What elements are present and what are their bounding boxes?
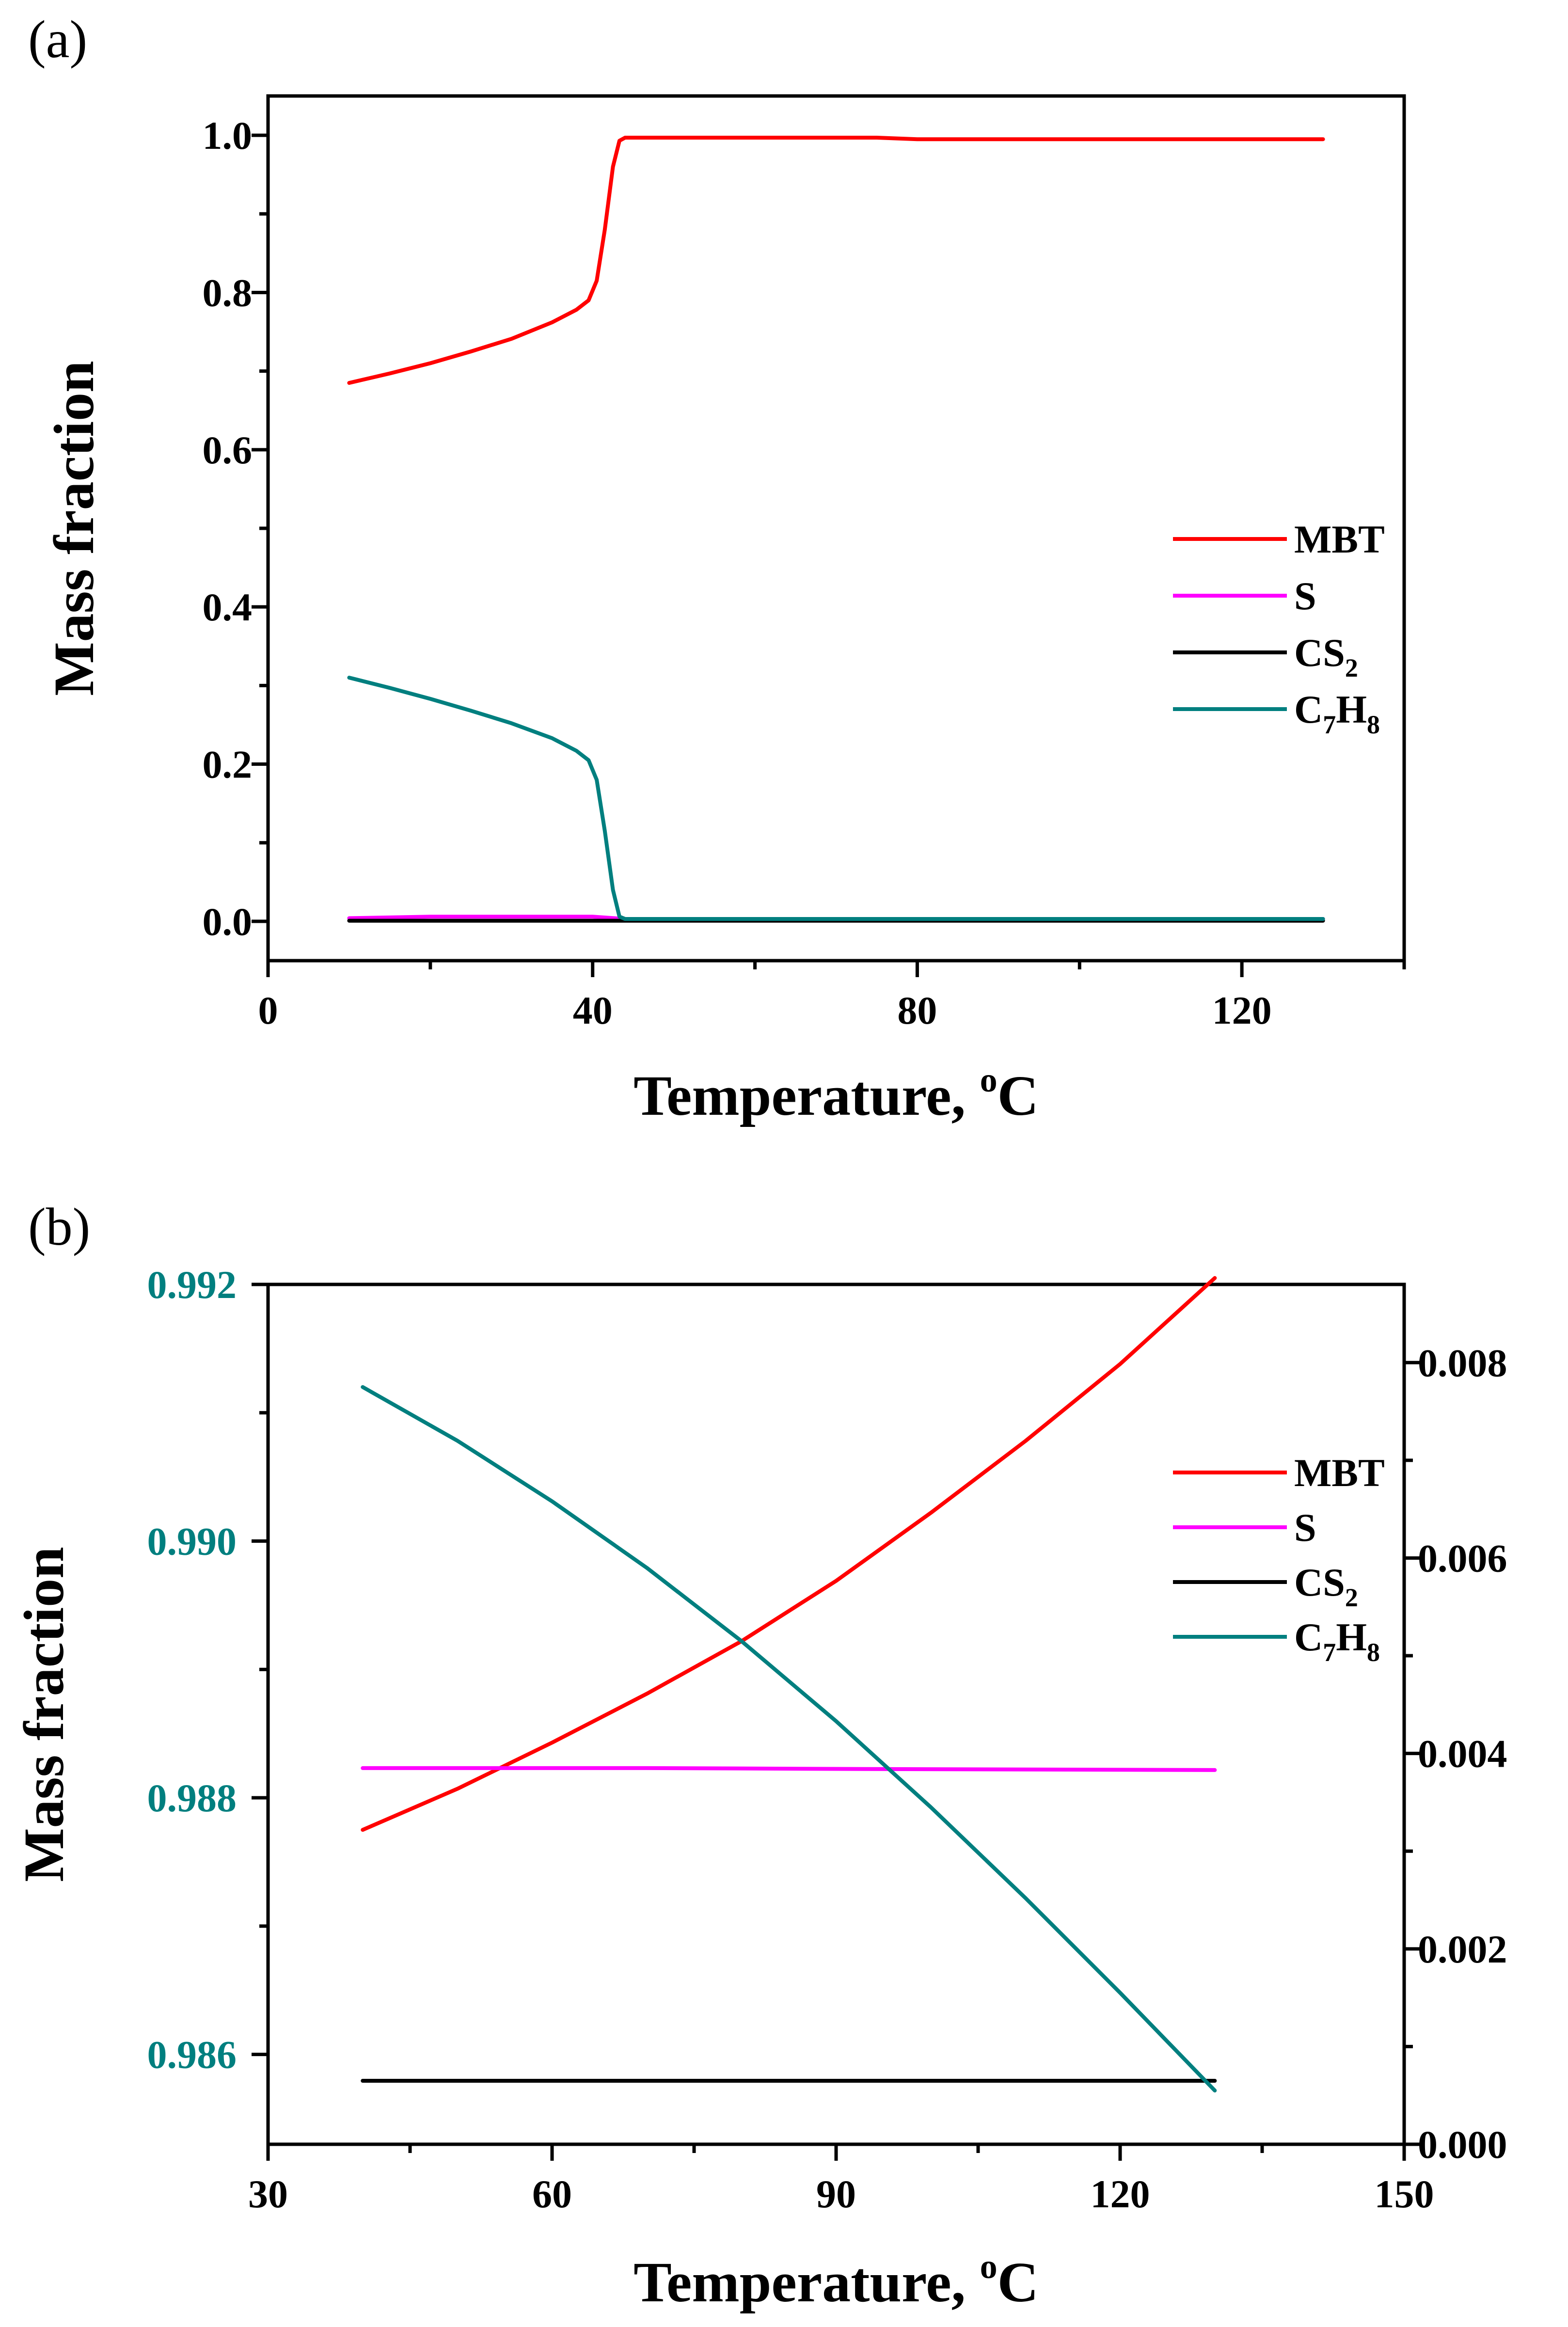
x-axis-title-text: Temperature, (634, 1064, 980, 1127)
y2-tick-label-0_008: 0.008 (1418, 1341, 1507, 1385)
legend-label-s: S (1294, 574, 1316, 618)
x-tick-label-90: 90 (816, 2172, 856, 2216)
y-tick-label-0_986: 0.986 (147, 2033, 237, 2077)
series-line-mbt (347, 136, 1325, 385)
legend-label-part: S (1294, 574, 1316, 618)
legend-label-part: 7 (1323, 710, 1336, 739)
legend-label-part: MBT (1294, 517, 1385, 561)
y-tick-label-1: 1.0 (203, 113, 253, 158)
y-tick-label-0_6: 0.6 (203, 428, 253, 472)
x-tick-label-150: 150 (1375, 2172, 1434, 2216)
x-axis-title-superscript: o (980, 2247, 998, 2286)
legend-label-part: 8 (1367, 1638, 1380, 1667)
x-tick-label-120: 120 (1212, 988, 1272, 1032)
y-tick-label-0_988: 0.988 (147, 1776, 237, 1820)
legend-label-c7h8: C7H8 (1294, 1615, 1380, 1667)
y-axis-title: Mass fraction (12, 1547, 76, 1882)
legend-label-part: H (1336, 687, 1367, 731)
legend-label-part: H (1336, 1615, 1367, 1659)
panel-label: (b) (28, 1197, 90, 1256)
y2-tick-label-0: 0.000 (1418, 2122, 1507, 2167)
y-axis-title: Mass fraction (42, 361, 106, 696)
x-tick-label-40: 40 (573, 988, 613, 1032)
legend-label-mbt: MBT (1294, 1451, 1385, 1495)
legend-label-mbt: MBT (1294, 517, 1385, 561)
y-tick-label-0_99: 0.990 (147, 1520, 237, 1564)
panel-b: (b) 30 60 90 120 150 0.986 0.988 0.990 0.992 0.000… (12, 1197, 1507, 2314)
y-tick-label-0_8: 0.8 (203, 270, 253, 315)
legend-label-cs2: CS2 (1294, 631, 1358, 682)
y-tick-label-0_2: 0.2 (203, 743, 253, 787)
legend-label-part: C (1294, 1615, 1323, 1659)
series-line-s (361, 1766, 1217, 1772)
legend-label-part: CS (1294, 1560, 1345, 1604)
x-axis-title-superscript: o (980, 1061, 998, 1099)
series-line-mbt (361, 1276, 1217, 1832)
x-tick-label-0: 0 (258, 988, 278, 1032)
y2-tick-label-0_002: 0.002 (1418, 1927, 1507, 1971)
legend-label-part: 8 (1367, 710, 1380, 739)
legend-label-cs2: CS2 (1294, 1560, 1358, 1612)
x-axis-title-text: Temperature, (634, 2250, 980, 2314)
x-tick-label-60: 60 (532, 2172, 572, 2216)
legend-label-part: 2 (1345, 653, 1358, 682)
x-axis-title-unit: C (998, 1064, 1039, 1127)
x-axis-title-unit: C (998, 2250, 1039, 2314)
legend-label-part: MBT (1294, 1451, 1385, 1495)
legend-label-part: C (1294, 687, 1323, 731)
legend-label-part: CS (1294, 631, 1345, 675)
legend-label-part: 2 (1345, 1583, 1358, 1612)
x-axis-title: Temperature, oC (634, 1061, 1039, 1127)
x-axis-title: Temperature, oC (634, 2247, 1039, 2314)
x-tick-label-30: 30 (248, 2172, 288, 2216)
panel-label: (a) (28, 10, 87, 69)
x-tick-label-80: 80 (897, 988, 937, 1032)
x-tick-label-120: 120 (1091, 2172, 1150, 2216)
legend-label-part: S (1294, 1505, 1316, 1550)
y2-tick-label-0_006: 0.006 (1418, 1536, 1507, 1580)
legend-label-s: S (1294, 1505, 1316, 1550)
series-line-c7h8 (347, 676, 1325, 921)
y2-tick-label-0_004: 0.004 (1418, 1732, 1507, 1776)
y-tick-label-0_992: 0.992 (147, 1263, 237, 1307)
legend-label-c7h8: C7H8 (1294, 687, 1380, 739)
y-tick-label-0: 0.0 (203, 900, 253, 944)
legend-label-part: 7 (1323, 1638, 1336, 1667)
series-line-c7h8 (361, 1385, 1217, 2093)
y-tick-label-0_4: 0.4 (203, 585, 253, 629)
panel-a: (a) 0 40 80 120 0.0 0.2 0.4 0.6 0.8 1.0 Temperature… (28, 10, 1406, 1127)
